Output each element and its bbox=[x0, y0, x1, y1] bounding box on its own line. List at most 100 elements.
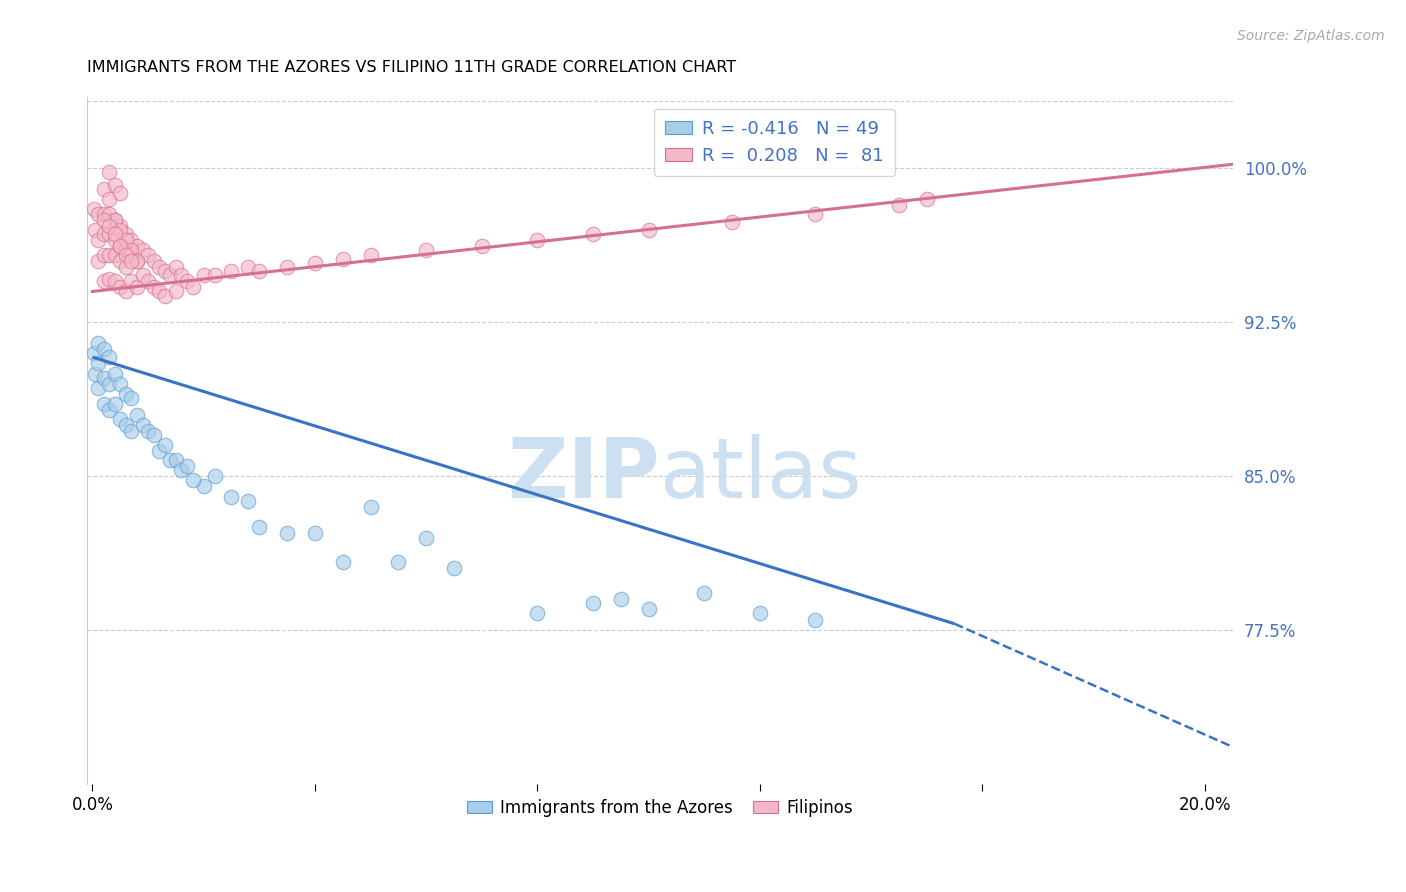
Point bbox=[104, 367, 127, 381]
Point bbox=[104, 397, 127, 411]
Point bbox=[153, 288, 176, 302]
Point bbox=[114, 387, 136, 401]
Point bbox=[104, 178, 127, 192]
Point bbox=[104, 274, 127, 288]
Point bbox=[98, 165, 121, 179]
Point bbox=[125, 280, 148, 294]
Point bbox=[181, 280, 204, 294]
Point bbox=[114, 244, 136, 258]
Point bbox=[247, 264, 270, 278]
Point bbox=[110, 280, 132, 294]
Point bbox=[176, 274, 198, 288]
Point bbox=[110, 186, 132, 200]
Point bbox=[125, 408, 148, 422]
Point bbox=[153, 438, 176, 452]
Point bbox=[170, 463, 193, 477]
Point bbox=[131, 268, 153, 282]
Point bbox=[87, 335, 110, 350]
Point bbox=[693, 586, 716, 600]
Point bbox=[110, 376, 132, 391]
Point bbox=[387, 555, 409, 569]
Text: Source: ZipAtlas.com: Source: ZipAtlas.com bbox=[1237, 29, 1385, 43]
Point bbox=[637, 602, 659, 616]
Point bbox=[84, 367, 107, 381]
Text: atlas: atlas bbox=[659, 434, 862, 515]
Point bbox=[238, 260, 260, 274]
Point bbox=[93, 274, 115, 288]
Point bbox=[114, 247, 136, 261]
Point bbox=[93, 182, 115, 196]
Point bbox=[721, 215, 744, 229]
Point bbox=[221, 264, 243, 278]
Point bbox=[114, 227, 136, 241]
Point bbox=[120, 424, 142, 438]
Point bbox=[136, 274, 159, 288]
Point bbox=[148, 285, 170, 299]
Point bbox=[104, 233, 127, 247]
Point bbox=[304, 256, 326, 270]
Point bbox=[748, 607, 770, 621]
Point bbox=[98, 219, 121, 233]
Point bbox=[148, 444, 170, 458]
Point bbox=[104, 227, 127, 241]
Point bbox=[582, 227, 605, 241]
Point bbox=[98, 403, 121, 417]
Point bbox=[193, 479, 215, 493]
Point bbox=[125, 253, 148, 268]
Point bbox=[104, 212, 127, 227]
Point bbox=[98, 192, 121, 206]
Point bbox=[142, 253, 165, 268]
Point bbox=[526, 607, 548, 621]
Point bbox=[110, 411, 132, 425]
Point bbox=[131, 244, 153, 258]
Point bbox=[93, 397, 115, 411]
Point bbox=[170, 268, 193, 282]
Point bbox=[110, 223, 132, 237]
Point bbox=[93, 212, 115, 227]
Point bbox=[120, 274, 142, 288]
Point bbox=[238, 493, 260, 508]
Point bbox=[887, 198, 910, 212]
Point bbox=[104, 247, 127, 261]
Point bbox=[98, 247, 121, 261]
Point bbox=[471, 239, 494, 253]
Point bbox=[610, 592, 633, 607]
Point bbox=[120, 253, 142, 268]
Point bbox=[304, 526, 326, 541]
Point bbox=[104, 212, 127, 227]
Point bbox=[804, 613, 827, 627]
Point bbox=[93, 342, 115, 356]
Point bbox=[136, 424, 159, 438]
Point bbox=[120, 244, 142, 258]
Point bbox=[204, 469, 226, 483]
Point bbox=[247, 520, 270, 534]
Point bbox=[526, 233, 548, 247]
Point bbox=[165, 452, 187, 467]
Point bbox=[131, 417, 153, 432]
Point bbox=[360, 500, 382, 514]
Point bbox=[114, 260, 136, 274]
Point bbox=[804, 206, 827, 220]
Point bbox=[159, 452, 181, 467]
Point bbox=[159, 268, 181, 282]
Point bbox=[98, 376, 121, 391]
Point bbox=[637, 223, 659, 237]
Point bbox=[110, 239, 132, 253]
Point bbox=[204, 268, 226, 282]
Point bbox=[87, 253, 110, 268]
Point bbox=[114, 233, 136, 247]
Point bbox=[120, 247, 142, 261]
Point bbox=[120, 233, 142, 247]
Point bbox=[93, 206, 115, 220]
Point bbox=[332, 252, 354, 266]
Point bbox=[221, 490, 243, 504]
Point bbox=[443, 561, 465, 575]
Point bbox=[165, 285, 187, 299]
Point bbox=[332, 555, 354, 569]
Point bbox=[87, 233, 110, 247]
Point bbox=[84, 223, 107, 237]
Point bbox=[87, 381, 110, 395]
Point bbox=[276, 260, 298, 274]
Point bbox=[181, 473, 204, 487]
Point bbox=[142, 280, 165, 294]
